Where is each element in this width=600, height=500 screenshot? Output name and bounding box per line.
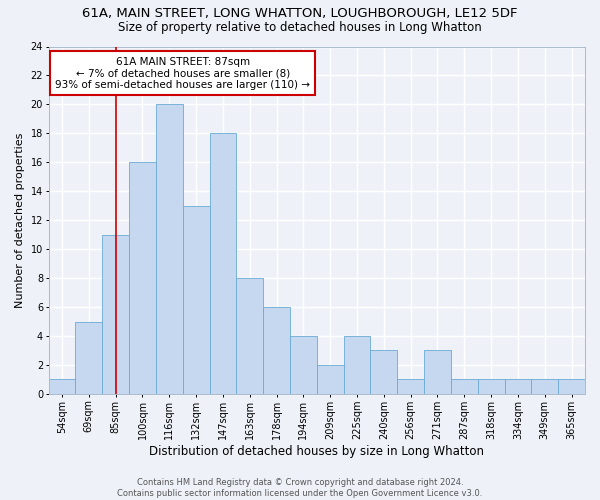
Bar: [397, 380, 424, 394]
Bar: [370, 350, 397, 394]
Bar: [156, 104, 183, 394]
Y-axis label: Number of detached properties: Number of detached properties: [15, 132, 25, 308]
Bar: [209, 134, 236, 394]
Bar: [263, 307, 290, 394]
Bar: [236, 278, 263, 394]
Bar: [76, 322, 102, 394]
Bar: [558, 380, 585, 394]
Bar: [344, 336, 370, 394]
X-axis label: Distribution of detached houses by size in Long Whatton: Distribution of detached houses by size …: [149, 444, 484, 458]
Bar: [49, 380, 76, 394]
Bar: [505, 380, 532, 394]
Bar: [424, 350, 451, 394]
Text: Size of property relative to detached houses in Long Whatton: Size of property relative to detached ho…: [118, 21, 482, 34]
Bar: [478, 380, 505, 394]
Bar: [129, 162, 156, 394]
Text: 61A, MAIN STREET, LONG WHATTON, LOUGHBOROUGH, LE12 5DF: 61A, MAIN STREET, LONG WHATTON, LOUGHBOR…: [82, 8, 518, 20]
Bar: [451, 380, 478, 394]
Text: Contains HM Land Registry data © Crown copyright and database right 2024.
Contai: Contains HM Land Registry data © Crown c…: [118, 478, 482, 498]
Bar: [183, 206, 209, 394]
Bar: [317, 365, 344, 394]
Bar: [532, 380, 558, 394]
Bar: [102, 234, 129, 394]
Bar: [290, 336, 317, 394]
Text: 61A MAIN STREET: 87sqm
← 7% of detached houses are smaller (8)
93% of semi-detac: 61A MAIN STREET: 87sqm ← 7% of detached …: [55, 56, 310, 90]
